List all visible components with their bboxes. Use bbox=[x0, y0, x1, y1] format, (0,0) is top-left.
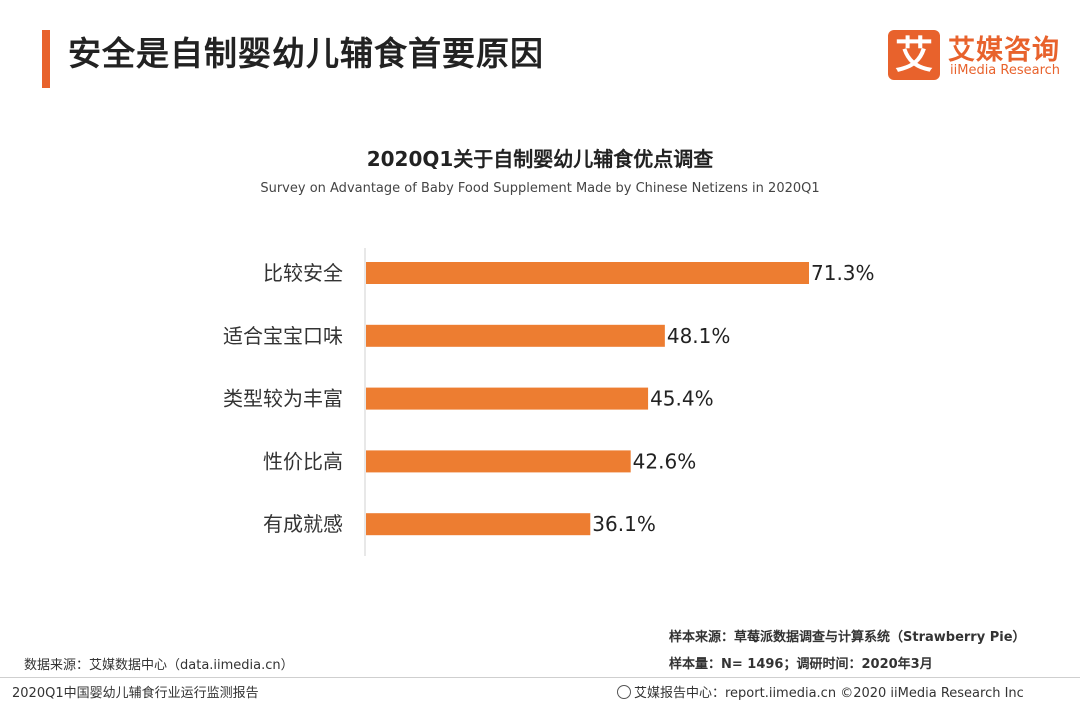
category-label: 性价比高 bbox=[263, 449, 343, 473]
data-source-text: 数据来源：艾媒数据中心（data.iimedia.cn） bbox=[24, 658, 294, 673]
value-label: 36.1% bbox=[592, 512, 656, 536]
sample-size-text: 样本量：N= 1496；调研时间：2020年3月 bbox=[669, 657, 933, 672]
bar bbox=[366, 262, 809, 284]
logo-cn-text: 艾媒咨询 bbox=[948, 35, 1060, 66]
category-label: 类型较为丰富 bbox=[223, 387, 343, 411]
bar bbox=[366, 513, 591, 536]
report-center: 艾媒报告中心：report.iimedia.cn ©2020 iiMedia R… bbox=[617, 682, 1024, 701]
globe-icon bbox=[617, 685, 631, 699]
report-center-text: 艾媒报告中心：report.iimedia.cn ©2020 iiMedia R… bbox=[634, 686, 1024, 701]
value-label: 45.4% bbox=[650, 387, 714, 411]
value-label: 48.1% bbox=[667, 324, 731, 348]
category-label: 适合宝宝口味 bbox=[223, 324, 343, 348]
title-accent-bar bbox=[42, 30, 50, 88]
page-title: 安全是自制婴幼儿辅食首要原因 bbox=[68, 34, 544, 73]
bar bbox=[366, 387, 649, 410]
footer-divider bbox=[0, 677, 1080, 678]
category-label: 比较安全 bbox=[263, 261, 343, 285]
category-label: 有成就感 bbox=[263, 512, 343, 536]
bar bbox=[366, 324, 665, 347]
report-name-text: 2020Q1中国婴幼儿辅食行业运行监测报告 bbox=[12, 686, 259, 701]
chart-subtitle: Survey on Advantage of Baby Food Supplem… bbox=[260, 181, 820, 196]
chart-title: 2020Q1关于自制婴幼儿辅食优点调查 bbox=[366, 147, 714, 171]
sample-source-text: 样本来源：草莓派数据调查与计算系统（Strawberry Pie） bbox=[669, 630, 1026, 645]
value-label: 71.3% bbox=[811, 261, 875, 285]
bar bbox=[366, 450, 631, 473]
value-label: 42.6% bbox=[633, 449, 697, 473]
logo-mark-icon: 艾 bbox=[888, 30, 940, 80]
logo-en-text: iiMedia Research bbox=[950, 63, 1061, 78]
iimedia-logo: 艾 艾媒咨询 iiMedia Research bbox=[888, 30, 1068, 84]
